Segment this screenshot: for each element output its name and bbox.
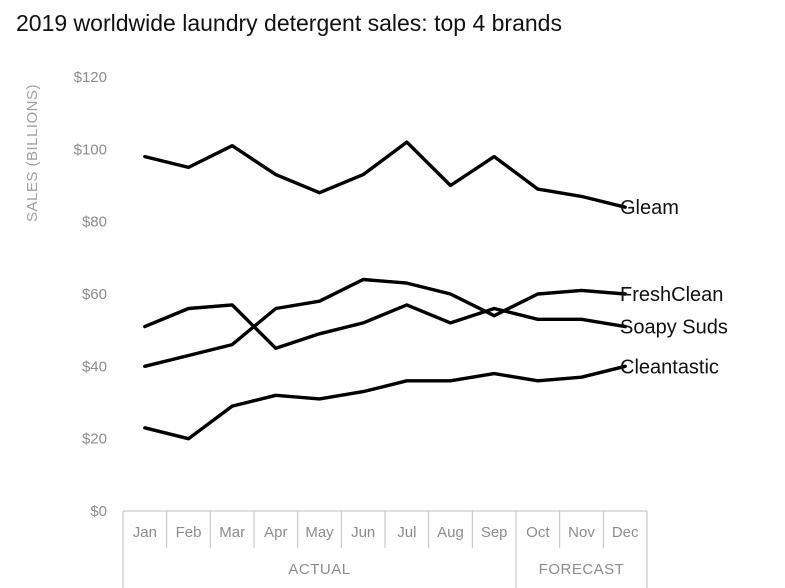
y-tick-label: $0	[90, 503, 107, 520]
x-tick-label: Sep	[481, 524, 508, 541]
y-tick-label: $80	[82, 214, 107, 231]
series-label: Cleantastic	[620, 356, 719, 378]
y-tick-labels: $0 $20 $40 $60 $80 $100 $120	[74, 69, 107, 520]
series-labels: Gleam FreshClean Soapy Suds Cleantastic	[620, 197, 728, 378]
x-tick-label: Oct	[526, 524, 550, 541]
x-tick-label: Apr	[264, 524, 287, 541]
y-axis-label: SALES (BILLIONS)	[24, 84, 41, 222]
x-group-labels: ACTUAL FORECAST	[288, 561, 625, 578]
x-group-label: ACTUAL	[288, 561, 350, 578]
y-axis-label-group: SALES (BILLIONS)	[24, 84, 41, 222]
x-tick-label: Jan	[133, 524, 157, 541]
series-label: FreshClean	[620, 284, 723, 306]
x-tick-labels: Jan Feb Mar Apr May Jun Jul Aug Sep Oct Nov Dec	[133, 524, 639, 541]
x-group-label: FORECAST	[539, 561, 625, 578]
y-tick-label: $40	[82, 358, 107, 375]
x-tick-label: Dec	[612, 524, 639, 541]
y-tick-label: $120	[74, 69, 107, 86]
series-line	[143, 303, 627, 350]
series-line	[143, 277, 627, 368]
x-tick-label: May	[305, 524, 334, 541]
series-label: Soapy Suds	[620, 317, 728, 339]
x-tick-label: Nov	[568, 524, 595, 541]
chart-title: 2019 worldwide laundry detergent sales: …	[16, 10, 562, 36]
series-line	[143, 140, 627, 209]
series-line	[143, 364, 627, 441]
y-tick-label: $100	[74, 141, 107, 158]
x-tick-label: Jun	[351, 524, 375, 541]
axes	[122, 510, 648, 588]
x-tick-label: Feb	[176, 524, 202, 541]
series-label: Gleam	[620, 197, 679, 219]
x-tick-label: Aug	[437, 524, 464, 541]
y-tick-label: $60	[82, 286, 107, 303]
y-tick-label: $20	[82, 431, 107, 448]
x-tick-label: Jul	[397, 524, 416, 541]
x-tick-label: Mar	[219, 524, 245, 541]
series-lines	[143, 140, 627, 441]
